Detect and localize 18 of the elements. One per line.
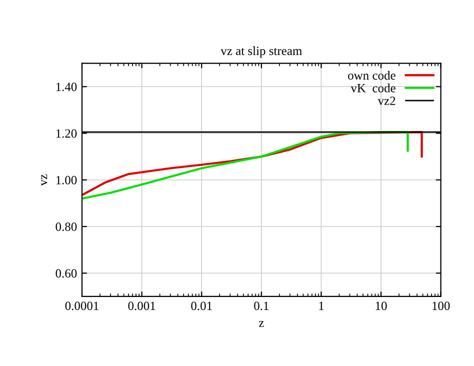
x-axis-title: z [258, 321, 264, 327]
y-tick-label: 1.20 [56, 129, 77, 138]
chart-title: vz at slip stream [220, 46, 302, 58]
legend-label: vK code [350, 84, 396, 92]
y-axis-title: vz [41, 174, 48, 186]
x-tick-label: 10 [376, 302, 387, 310]
x-tick-label: 1 [319, 302, 324, 310]
x-tick-label: 0.1 [254, 302, 268, 310]
legend-label: vz2 [378, 96, 396, 106]
x-tick-label: 0.0001 [65, 302, 98, 310]
x-tick-label: 0.01 [191, 302, 212, 310]
y-tick-label: 0.80 [56, 222, 77, 232]
y-tick-label: 1.00 [56, 176, 77, 184]
y-tick-label: 1.40 [56, 82, 77, 92]
x-tick-label: 100 [432, 302, 450, 310]
y-tick-label: 0.60 [56, 269, 77, 278]
legend-label: own code [348, 70, 396, 80]
x-tick-label: 0.001 [128, 302, 156, 310]
